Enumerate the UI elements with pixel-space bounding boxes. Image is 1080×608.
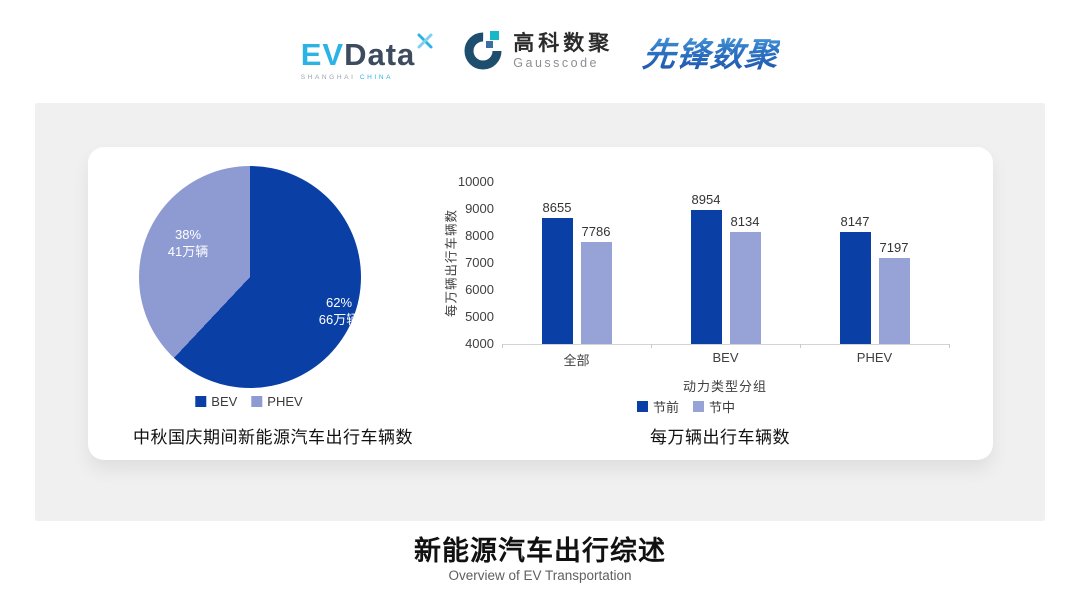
bar-节中-全部 xyxy=(580,241,612,344)
evdata-ev-text: EV xyxy=(300,36,345,72)
gausscode-en-text: Gausscode xyxy=(513,56,600,71)
pie-label-percent: 62% xyxy=(325,295,353,310)
bar-value-label: 8655 xyxy=(542,200,572,216)
bar-value-label: 8134 xyxy=(730,214,760,230)
pinwheel-icon xyxy=(417,23,433,55)
pie-chart-title: 中秋国庆期间新能源汽车出行车辆数 xyxy=(133,428,413,447)
bar-x-tick-mark xyxy=(800,344,801,348)
gausscode-wordmark: 高科数聚 Gausscode xyxy=(513,33,613,70)
bar-y-tick-label: 4000 xyxy=(465,336,494,351)
pie-chart xyxy=(139,166,361,388)
gausscode-logo: 高科数聚 Gausscode xyxy=(463,28,613,75)
bar-category-label: PHEV xyxy=(856,350,893,365)
legend-item: PHEV xyxy=(251,394,303,409)
page-subtitle: Overview of EV Transportation xyxy=(448,568,632,583)
bar-y-tick-label: 8000 xyxy=(465,228,494,243)
bar-x-axis-title: 动力类型分组 xyxy=(682,379,768,394)
evdata-subtitle: SHANGHAI CHINA xyxy=(301,74,393,81)
legend-item: 节中 xyxy=(693,397,735,416)
bar-节前-全部 xyxy=(541,218,573,344)
evdata-logo: EV Data SHANGHAI CHINA xyxy=(301,23,434,81)
bar-legend: 节前 节中 xyxy=(636,397,735,416)
legend-item: BEV xyxy=(195,394,237,409)
bar-value-label: 7197 xyxy=(879,239,909,255)
evdata-wordmark: EV Data xyxy=(301,23,434,71)
gausscode-cn-text: 高科数聚 xyxy=(513,32,614,56)
bar-chart-title: 每万辆出行车辆数 xyxy=(650,428,790,447)
bar-value-label: 7786 xyxy=(581,223,611,239)
pioneer-logo: 先锋数聚 xyxy=(641,28,782,76)
bar-value-label: 8954 xyxy=(691,192,721,208)
bar-节前-BEV xyxy=(690,210,722,344)
legend-label: 节前 xyxy=(652,400,679,415)
pie-legend: BEV PHEV xyxy=(195,394,303,409)
bar-y-tick-label: 7000 xyxy=(465,255,494,270)
evdata-china-text: CHINA xyxy=(359,73,394,81)
evdata-shanghai-text: SHANGHAI xyxy=(300,73,356,81)
gausscode-g-icon xyxy=(463,28,505,75)
bar-节中-PHEV xyxy=(878,257,910,344)
bar-节前-PHEV xyxy=(839,232,871,344)
legend-item: 节前 xyxy=(636,397,679,416)
pie-label-bev: 62% 66万辆 xyxy=(319,294,359,328)
chart-card: 62% 66万辆 38% 41万辆 BEV PHEV 中秋国庆期间新能源汽车出行车辆数… xyxy=(88,147,993,460)
legend-swatch xyxy=(195,396,207,407)
legend-label: PHEV xyxy=(267,394,303,409)
bar-x-tick-mark xyxy=(651,344,652,348)
bar-y-tick-label: 10000 xyxy=(457,174,494,189)
bar-y-tick-label: 9000 xyxy=(465,201,494,216)
bar-y-tick-label: 5000 xyxy=(465,309,494,324)
legend-swatch xyxy=(693,401,704,412)
pie-label-amount: 41万辆 xyxy=(167,244,209,259)
chart-panel: 62% 66万辆 38% 41万辆 BEV PHEV 中秋国庆期间新能源汽车出行车辆数… xyxy=(35,103,1045,521)
pie-label-phev: 38% 41万辆 xyxy=(168,226,208,260)
page-title: 新能源汽车出行综述 xyxy=(414,536,666,566)
legend-swatch xyxy=(636,401,648,412)
header-logo-bar: EV Data SHANGHAI CHINA xyxy=(0,0,1080,103)
pie-label-amount: 66万辆 xyxy=(318,312,360,327)
bar-value-label: 8147 xyxy=(840,214,870,230)
evdata-data-text: Data xyxy=(344,36,416,72)
bar-category-label: BEV xyxy=(712,350,739,365)
legend-swatch xyxy=(251,396,263,407)
bar-x-axis-line xyxy=(502,344,949,345)
bar-category-label: 全部 xyxy=(563,353,590,368)
bar-节中-BEV xyxy=(729,232,761,344)
bar-x-tick-mark xyxy=(502,344,503,348)
legend-label: 节中 xyxy=(709,400,736,415)
bar-y-tick-label: 6000 xyxy=(465,282,494,297)
pie-label-percent: 38% xyxy=(174,227,202,242)
bar-x-tick-mark xyxy=(949,344,950,348)
legend-label: BEV xyxy=(211,394,238,409)
